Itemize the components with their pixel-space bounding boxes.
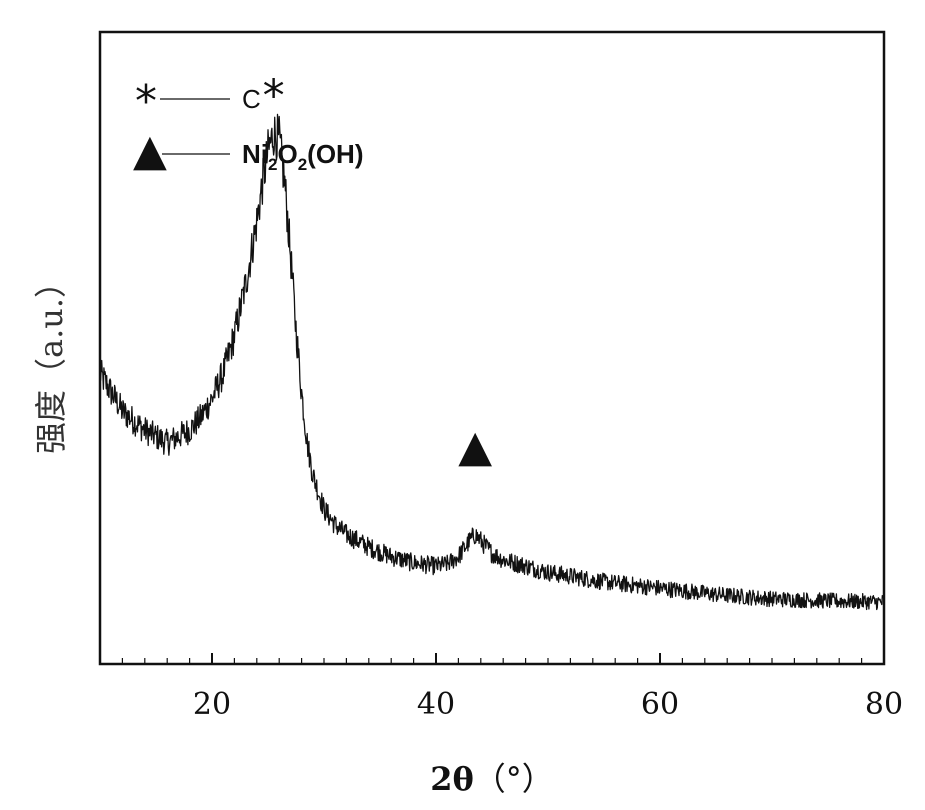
legend-label-ni: Ni2O2(OH) <box>242 139 364 174</box>
x-tick-label: 60 <box>641 687 679 722</box>
x-tick-label: 20 <box>193 687 231 722</box>
plot-frame <box>100 32 884 664</box>
x-axis-label: 2θ（°） <box>430 760 554 798</box>
plot-area: 20406080 *▲ <box>100 32 903 722</box>
legend-marker-c: * <box>135 76 157 127</box>
legend: * C ▲ Ni2O2(OH) <box>133 76 364 176</box>
x-tick-label: 40 <box>417 687 455 722</box>
legend-marker-ni: ▲ <box>133 125 167 176</box>
peak-annotations: *▲ <box>263 71 493 473</box>
legend-label-c: C <box>242 84 261 114</box>
nickel-peak-marker: ▲ <box>458 421 492 472</box>
y-axis-label: 强度（a.u.） <box>32 266 70 454</box>
x-tick-label: 80 <box>865 687 903 722</box>
xrd-pattern-line <box>100 114 884 609</box>
carbon-peak-marker: * <box>263 71 285 122</box>
